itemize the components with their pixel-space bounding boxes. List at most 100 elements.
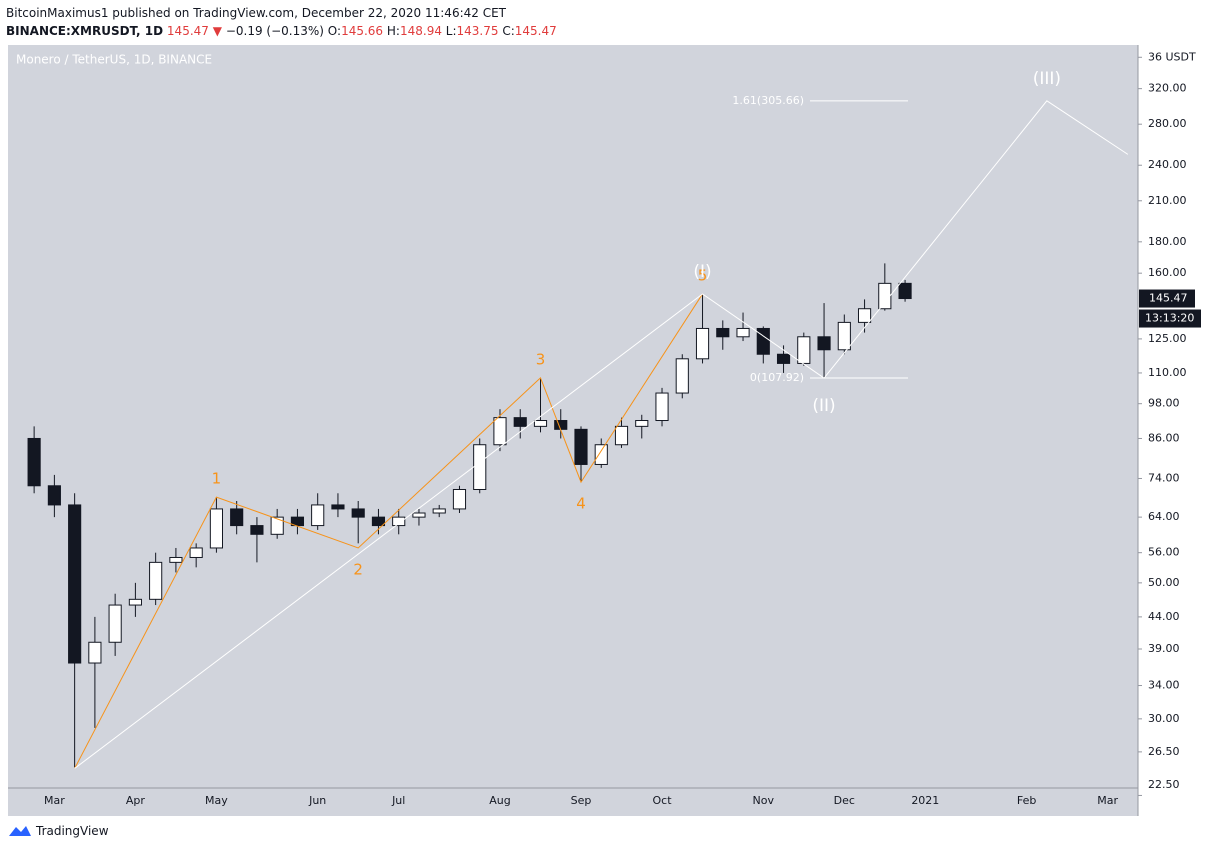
x-tick-label: Feb bbox=[1017, 794, 1036, 807]
y-tick-label: 160.00 bbox=[1148, 266, 1187, 279]
close: 145.47 bbox=[514, 24, 557, 38]
candle-body bbox=[837, 321, 851, 351]
y-tick-label: 64.00 bbox=[1148, 510, 1180, 523]
last-price: 145.47 bbox=[1149, 292, 1188, 305]
o-label: O: bbox=[327, 24, 342, 38]
x-tick-label: Nov bbox=[753, 794, 775, 807]
y-tick-label: 36 USDT bbox=[1148, 50, 1196, 63]
candle-body bbox=[756, 327, 770, 355]
x-tick-label: Jun bbox=[308, 794, 326, 807]
wave-label: (I) bbox=[693, 262, 711, 282]
candle-body bbox=[533, 420, 548, 427]
fib-label: 1.61(305.66) bbox=[732, 94, 804, 107]
candle-body bbox=[412, 512, 426, 518]
wave-label: 4 bbox=[576, 495, 586, 513]
header: BitcoinMaximus1 published on TradingView… bbox=[6, 4, 557, 40]
candle-body bbox=[230, 508, 244, 527]
candle-body bbox=[209, 508, 223, 549]
candle-body bbox=[250, 525, 264, 535]
x-tick-label: Aug bbox=[489, 794, 510, 807]
x-tick-label: Mar bbox=[44, 794, 65, 807]
open: 145.66 bbox=[341, 24, 384, 38]
brand: TradingView bbox=[36, 824, 109, 838]
candle-body bbox=[695, 327, 710, 360]
quote-line: BINANCE:XMRUSDT, 1D 145.47 ▼ −0.19 (−0.1… bbox=[6, 22, 557, 40]
wave-label: (II) bbox=[812, 396, 835, 416]
candle-body bbox=[878, 282, 892, 310]
candle-body bbox=[311, 504, 325, 527]
y-tick-label: 74.00 bbox=[1148, 471, 1180, 484]
axis-background bbox=[1138, 45, 1226, 816]
chart-title: Monero / TetherUS, 1D, BINANCE bbox=[16, 53, 212, 67]
wave-label: 5 bbox=[698, 266, 708, 284]
y-tick-label: 86.00 bbox=[1148, 431, 1180, 444]
candle-body bbox=[88, 641, 102, 664]
y-tick-label: 210.00 bbox=[1148, 194, 1187, 207]
candle-body bbox=[270, 516, 284, 535]
candle-body bbox=[47, 485, 61, 506]
y-tick-label: 110.00 bbox=[1148, 366, 1187, 379]
x-tick-label: 2021 bbox=[911, 794, 939, 807]
y-tick-label: 30.00 bbox=[1148, 712, 1180, 725]
candle-body bbox=[817, 336, 831, 351]
y-tick-label: 50.00 bbox=[1148, 576, 1180, 589]
x-tick-label: Apr bbox=[126, 794, 146, 807]
price: 145.47 bbox=[166, 24, 209, 38]
arrow: ▼ bbox=[212, 24, 222, 38]
countdown-tag bbox=[1139, 309, 1201, 328]
candle-body bbox=[513, 417, 527, 427]
h-label: H: bbox=[386, 24, 400, 38]
y-tick-label: 44.00 bbox=[1148, 610, 1180, 623]
candle-body bbox=[432, 508, 446, 514]
candle-body bbox=[635, 420, 649, 427]
y-tick-label: 180.00 bbox=[1148, 235, 1187, 248]
x-tick-label: Dec bbox=[834, 794, 855, 807]
l-label: L: bbox=[445, 24, 457, 38]
fib-label: 0(107.92) bbox=[750, 371, 804, 384]
candle-body bbox=[776, 353, 791, 364]
y-tick-label: 26.50 bbox=[1148, 745, 1180, 758]
candle-body bbox=[27, 437, 41, 487]
footer: TradingView bbox=[8, 824, 109, 838]
wave-label: 2 bbox=[353, 560, 363, 578]
candle-body bbox=[473, 444, 487, 490]
candle-body bbox=[675, 358, 689, 394]
wave-line bbox=[74, 100, 1129, 769]
candle-body bbox=[898, 282, 912, 300]
candle-body bbox=[554, 420, 568, 430]
candle-body bbox=[716, 327, 730, 338]
candle-body bbox=[351, 508, 365, 518]
countdown: 13:13:20 bbox=[1145, 312, 1194, 325]
y-tick-label: 22.50 bbox=[1148, 778, 1180, 791]
candle-body bbox=[797, 336, 811, 364]
plot-background bbox=[8, 45, 1138, 816]
y-tick-label: 320.00 bbox=[1148, 82, 1187, 95]
candle-body bbox=[594, 444, 608, 465]
wave-label: (III) bbox=[1033, 69, 1061, 89]
candle-body bbox=[108, 604, 122, 643]
candle-body bbox=[371, 516, 386, 527]
wave-line bbox=[74, 293, 703, 769]
c-label: C: bbox=[502, 24, 515, 38]
candle-body bbox=[169, 556, 183, 563]
candle-body bbox=[68, 504, 82, 664]
low: 143.75 bbox=[456, 24, 499, 38]
x-tick-label: May bbox=[205, 794, 228, 807]
candle-body bbox=[574, 428, 588, 465]
candle-body bbox=[331, 504, 345, 510]
candle-body bbox=[614, 425, 629, 446]
candle-body bbox=[493, 417, 507, 446]
candle-body bbox=[128, 598, 142, 606]
change: −0.19 (−0.13%) bbox=[225, 24, 324, 38]
publish-line: BitcoinMaximus1 published on TradingView… bbox=[6, 6, 506, 20]
candle-body bbox=[189, 547, 203, 558]
symbol: BINANCE:XMRUSDT, 1D bbox=[6, 24, 164, 38]
price-tag bbox=[1139, 289, 1195, 308]
x-tick-label: Jul bbox=[391, 794, 405, 807]
x-tick-label: Mar bbox=[1097, 794, 1118, 807]
candle-body bbox=[857, 308, 872, 323]
y-tick-label: 240.00 bbox=[1148, 158, 1187, 171]
x-tick-label: Oct bbox=[653, 794, 673, 807]
